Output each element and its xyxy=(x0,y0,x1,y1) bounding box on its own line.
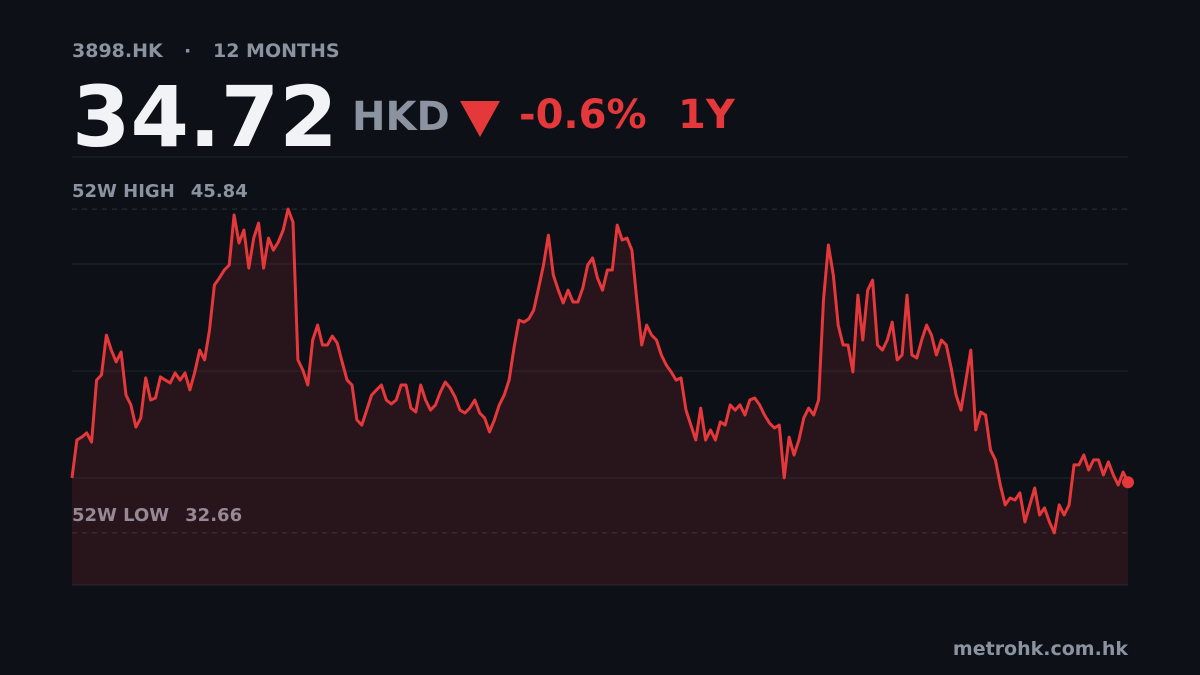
price-line xyxy=(70,207,1130,535)
footer: metrohk.com.hk xyxy=(953,638,1128,660)
reference-value: 45.84 xyxy=(191,181,248,202)
range: 1Y xyxy=(678,92,736,138)
reference-value: 32.66 xyxy=(185,505,242,526)
reference-label: 52W LOW xyxy=(72,505,169,526)
currency: HKD xyxy=(352,94,450,140)
down-arrow xyxy=(460,101,500,137)
last-point xyxy=(1122,476,1134,489)
price: 34.72 xyxy=(72,68,338,166)
reference-label: 52W HIGH xyxy=(72,181,175,202)
area xyxy=(72,209,1128,585)
change: -0.6% xyxy=(519,92,647,138)
period-label: 12 MONTHS xyxy=(213,40,340,62)
ticker: 3898.HK xyxy=(72,40,164,62)
separator: · xyxy=(184,40,191,62)
